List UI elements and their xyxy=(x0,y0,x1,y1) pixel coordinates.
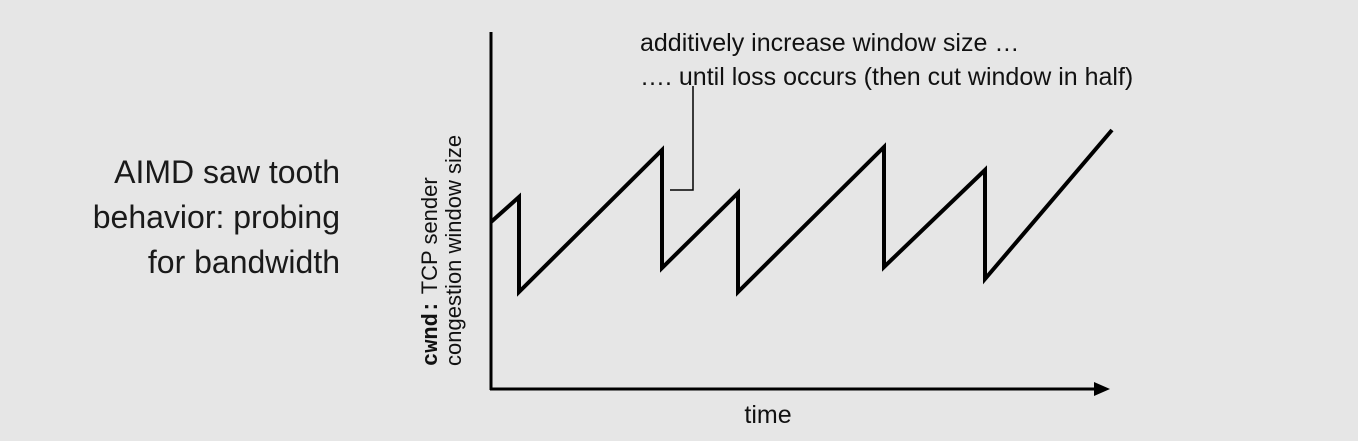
caption-line-1: AIMD saw tooth xyxy=(114,154,340,190)
x-axis-arrowhead xyxy=(1094,382,1110,396)
caption-line-2: behavior: probing xyxy=(92,199,340,235)
y-axis-label-line-2: congestion window size xyxy=(441,135,466,366)
y-axis-label-text: TCP sender xyxy=(417,177,442,300)
cwnd-sawtooth-line xyxy=(489,128,1114,297)
annotation-line-2: …. until loss occurs (then cut window in… xyxy=(640,63,1133,91)
caption-line-3: for bandwidth xyxy=(147,244,340,280)
annotation-pointer-line xyxy=(670,86,694,191)
y-axis-label-line-1: cwnd: TCP sender xyxy=(417,177,444,366)
x-axis-label: time xyxy=(744,401,791,429)
caption: AIMD saw tooth behavior: probing for ban… xyxy=(30,150,340,285)
y-axis-label-code: cwnd: xyxy=(419,300,444,366)
annotation-line-1: additively increase window size … xyxy=(640,29,1019,57)
